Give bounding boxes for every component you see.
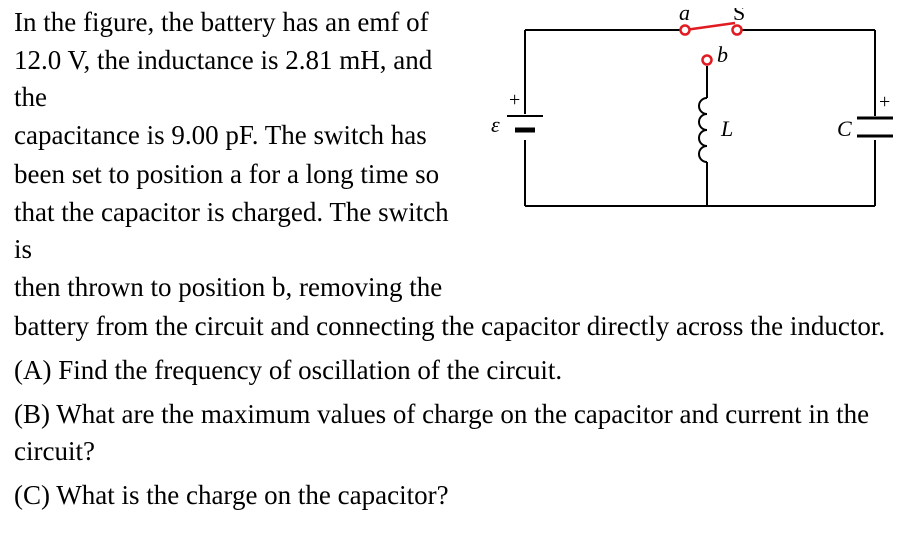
part-c: (C) What is the charge on the capacitor? [14, 477, 893, 513]
part-a: (A) Find the frequency of oscillation of… [14, 352, 893, 388]
epsilon-label: ε [491, 112, 500, 137]
plus-left: + [509, 89, 520, 111]
a-label: a [679, 8, 690, 25]
circuit-figure: + ε + C L [485, 8, 895, 218]
part-b: (B) What are the maximum values of charg… [14, 396, 893, 469]
switch-terminal-b [703, 56, 712, 65]
plus-right: + [879, 91, 890, 113]
l-label: L [720, 116, 733, 141]
intro-line: In the figure, the battery has an emf of [14, 4, 469, 40]
c-label: C [837, 116, 852, 141]
intro-line: then thrown to position b, removing the [14, 269, 469, 305]
b-label: b [717, 42, 728, 67]
s-label: S [733, 8, 745, 25]
switch-terminal-a [681, 26, 690, 35]
intro-continuation: battery from the circuit and connecting … [14, 308, 893, 344]
switch-terminal-s [733, 26, 742, 35]
intro-line: been set to position a for a long time s… [14, 156, 469, 192]
intro-line: that the capacitor is charged. The switc… [14, 194, 469, 267]
intro-line: capacitance is 9.00 pF. The switch has [14, 117, 469, 153]
intro-line: 12.0 V, the inductance is 2.81 mH, and t… [14, 42, 469, 115]
